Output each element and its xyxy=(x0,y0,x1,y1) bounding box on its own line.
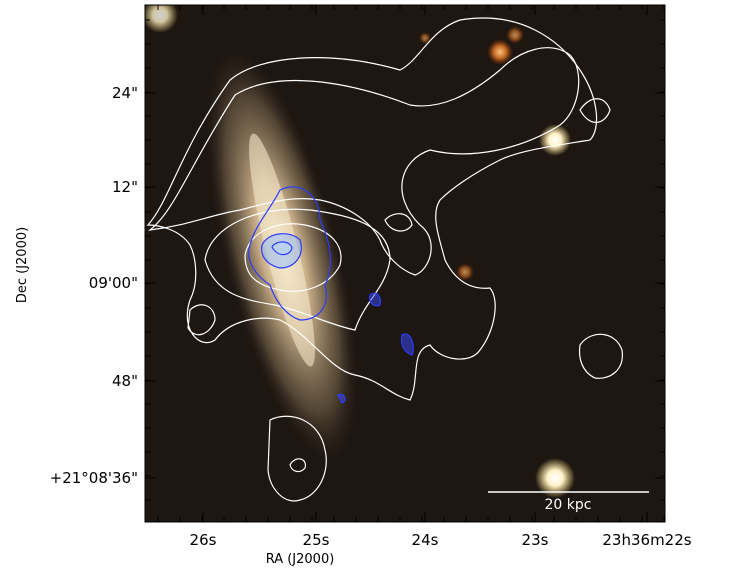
x-tick-label: 26s xyxy=(190,531,217,549)
x-tick-label: 25s xyxy=(303,531,330,549)
scale-bar-label: 20 kpc xyxy=(545,497,592,513)
y-tick-label: 48" xyxy=(112,372,138,390)
y-axis-label: Dec (J2000) xyxy=(15,227,30,303)
x-tick-label: 23h36m22s xyxy=(602,531,691,549)
co-contours xyxy=(248,186,414,404)
y-tick-label: 24" xyxy=(112,84,138,102)
x-tick-label: 23s xyxy=(522,531,549,549)
y-tick-label: 09'00" xyxy=(89,274,138,292)
frame xyxy=(144,4,666,523)
y-tick-label: +21°08'36" xyxy=(50,469,138,487)
sky-image: 20 kpc xyxy=(145,5,665,522)
x-tick-label: 24s xyxy=(412,531,439,549)
x-axis-label: RA (J2000) xyxy=(266,552,335,567)
hi-contours xyxy=(146,17,623,502)
y-tick-label: 12" xyxy=(112,178,138,196)
